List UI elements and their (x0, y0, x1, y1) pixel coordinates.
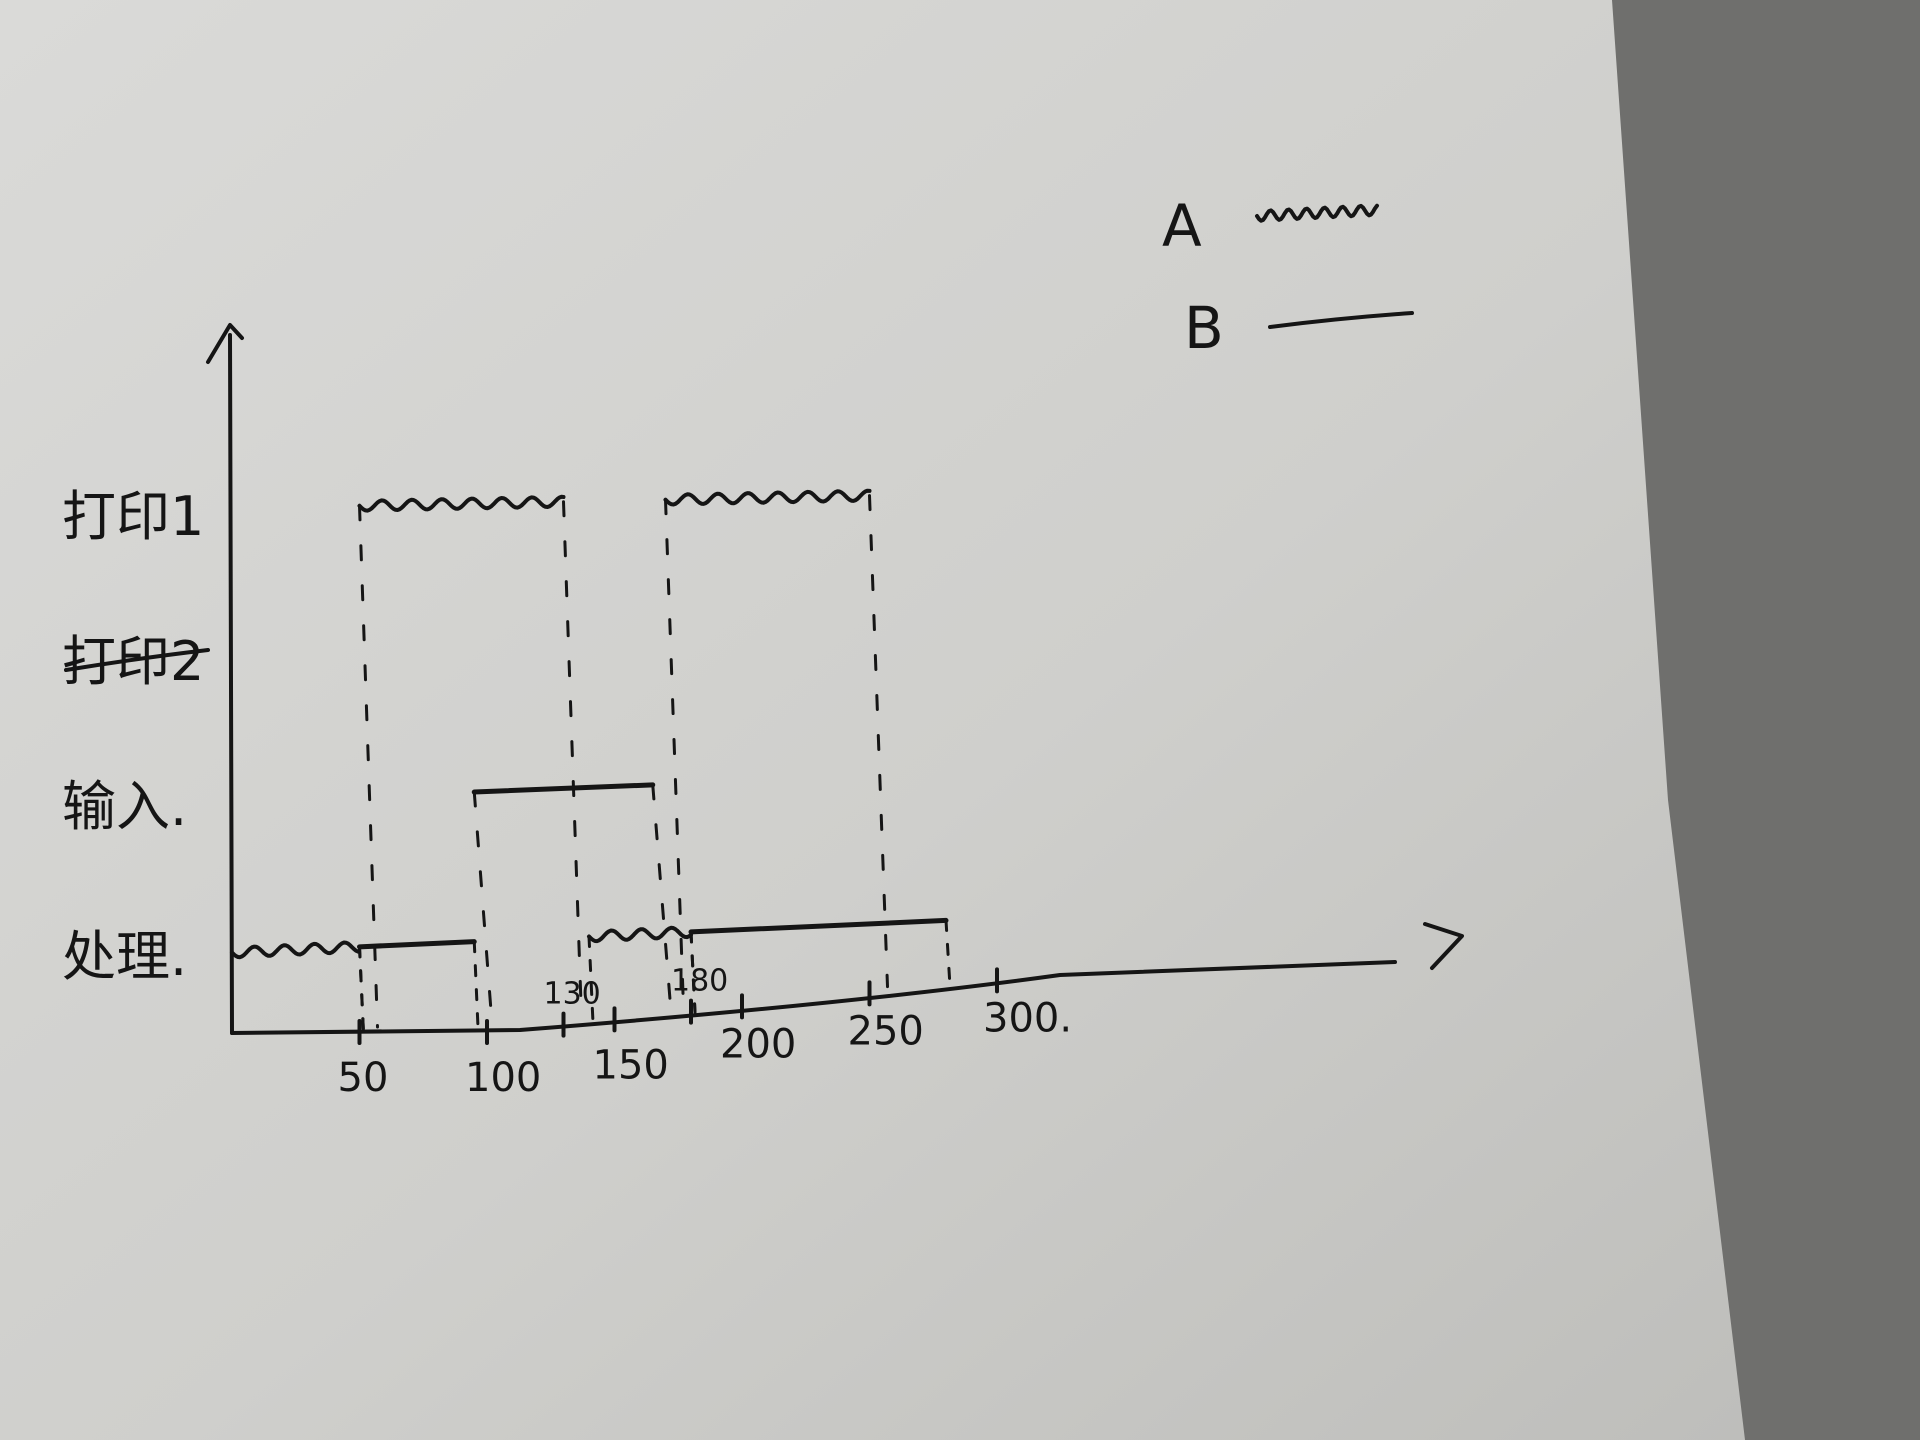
dashed-guide (664, 498, 685, 1009)
y-axis-arrow (206, 323, 244, 364)
series-b-segment (471, 782, 656, 795)
dashed-guide (944, 918, 952, 988)
y-axis (228, 333, 234, 1035)
legend-line-b (1268, 311, 1414, 329)
dashed-guide (587, 934, 595, 1025)
lane-label-input: 输入. (62, 775, 187, 838)
series-marks (230, 488, 949, 960)
dashed-guide (868, 494, 889, 989)
dashed-guide (358, 504, 379, 1029)
x-tick-label: 250 (848, 1008, 924, 1054)
dashed-guide (562, 500, 583, 1020)
x-tick-label: 300. (983, 995, 1072, 1041)
series-b-segment (357, 939, 477, 950)
dashed-guide (472, 790, 494, 1029)
x-tick-label: 150 (593, 1042, 669, 1088)
series-a-segment (587, 925, 693, 944)
dashed-guides (358, 494, 952, 1035)
x-tick-label: 200 (720, 1021, 796, 1067)
series-a-segment (230, 940, 360, 960)
legend-label-a: A (1162, 192, 1202, 260)
axes (206, 323, 1464, 1035)
x-axis (230, 960, 1397, 1035)
x-tick-label: 50 (338, 1055, 389, 1101)
lane-label-print1: 打印1 (62, 485, 204, 548)
legend: A B (1162, 192, 1414, 362)
legend-line-a (1255, 203, 1379, 223)
legend-label-b: B (1184, 294, 1224, 362)
dashed-guide (358, 945, 365, 1035)
series-a-segment (663, 488, 872, 507)
x-axis-arrow (1423, 922, 1464, 970)
lane-label-process: 处理. (62, 925, 187, 988)
series-a-segment (357, 494, 566, 513)
dashed-guide (472, 940, 480, 1035)
series-b-segment (688, 917, 949, 935)
lane-label-strike (64, 648, 210, 672)
x-tick-label: 180 (671, 964, 728, 999)
paper-sheet (0, 0, 1745, 1440)
x-tick-label: 100 (465, 1055, 541, 1101)
